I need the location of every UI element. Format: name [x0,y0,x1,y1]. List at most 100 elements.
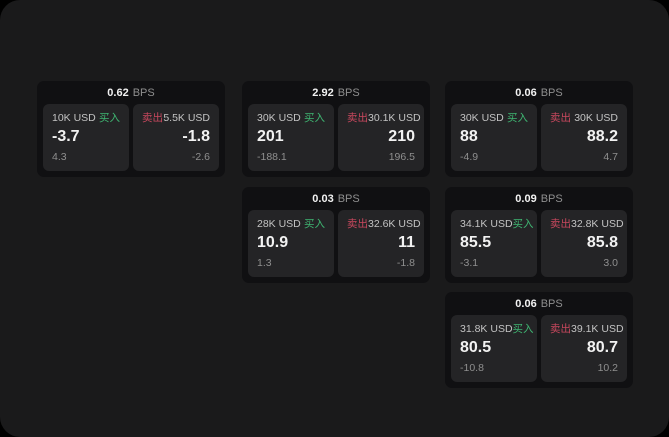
card-body: 28K USD 买入 10.9 1.3 卖出 32.6K USD 11 -1.8 [242,210,430,283]
sell-size: 32.8K USD [571,218,624,230]
sell-size: 5.5K USD [163,112,210,124]
sell-price: 80.7 [586,339,618,356]
quote-card: 0.09 BPS 34.1K USD 买入 85.5 -3.1 卖出 32.8K… [445,187,633,283]
sell-size: 30.1K USD [368,112,421,124]
buy-tag: 买入 [304,112,325,124]
spread-unit: BPS [337,192,360,205]
card-spread-header: 0.03 BPS [242,187,430,210]
sell-price: 210 [388,128,415,145]
buy-panel[interactable]: 28K USD 买入 10.9 1.3 [248,210,334,277]
quote-card: 0.06 BPS 30K USD 买入 88 -4.9 卖出 30K USD 8… [445,81,633,177]
sell-panel[interactable]: 卖出 30.1K USD 210 196.5 [338,104,424,171]
sell-delta: 10.2 [597,362,618,374]
spread-value: 2.92 [312,86,334,99]
card-body: 30K USD 买入 201 -188.1 卖出 30.1K USD 210 1… [242,104,430,177]
sell-tag: 卖出 [550,218,571,230]
quote-card: 2.92 BPS 30K USD 买入 201 -188.1 卖出 30.1K … [242,81,430,177]
spread-unit: BPS [540,86,563,99]
card-body: 10K USD 买入 -3.7 4.3 卖出 5.5K USD -1.8 -2.… [37,104,225,177]
buy-tag: 买入 [512,323,534,335]
spread-unit: BPS [337,86,360,99]
card-spread-header: 2.92 BPS [242,81,430,104]
spread-unit: BPS [132,86,155,99]
sell-tag: 卖出 [550,112,571,124]
quote-card: 0.03 BPS 28K USD 买入 10.9 1.3 卖出 32.6K US… [242,187,430,283]
sell-panel-top: 卖出 5.5K USD [142,112,210,124]
buy-panel[interactable]: 30K USD 买入 88 -4.9 [451,104,537,171]
buy-size: 30K USD [460,112,504,124]
sell-size: 30K USD [574,112,618,124]
buy-panel-top: 31.8K USD 买入 [460,323,534,335]
buy-delta: -4.9 [460,151,479,163]
sell-panel[interactable]: 卖出 32.6K USD 11 -1.8 [338,210,424,277]
sell-panel-top: 卖出 32.6K USD [347,218,421,230]
buy-delta: -10.8 [460,362,484,374]
buy-panel-top: 28K USD 买入 [257,218,325,230]
spread-unit: BPS [540,297,563,310]
spread-value: 0.06 [515,86,537,99]
card-body: 30K USD 买入 88 -4.9 卖出 30K USD 88.2 4.7 [445,104,633,177]
sell-panel[interactable]: 卖出 32.8K USD 85.8 3.0 [541,210,627,277]
sell-tag: 卖出 [347,218,368,230]
buy-delta: 4.3 [52,151,67,163]
buy-panel-top: 30K USD 买入 [257,112,325,124]
sell-price: -1.8 [182,128,210,145]
sell-tag: 卖出 [142,112,163,124]
buy-size: 30K USD [257,112,301,124]
spread-value: 0.03 [312,192,334,205]
buy-panel-top: 30K USD 买入 [460,112,528,124]
card-spread-header: 0.62 BPS [37,81,225,104]
buy-tag: 买入 [512,218,534,230]
buy-price: 80.5 [460,339,492,356]
buy-size: 34.1K USD [460,218,513,230]
card-body: 31.8K USD 买入 80.5 -10.8 卖出 39.1K USD 80.… [445,315,633,388]
sell-delta: 4.7 [603,151,618,163]
buy-price: 10.9 [257,234,289,251]
buy-price: 201 [257,128,284,145]
quote-card: 0.62 BPS 10K USD 买入 -3.7 4.3 卖出 5.5K USD… [37,81,225,177]
card-body: 34.1K USD 买入 85.5 -3.1 卖出 32.8K USD 85.8… [445,210,633,283]
sell-panel[interactable]: 卖出 5.5K USD -1.8 -2.6 [133,104,219,171]
buy-panel[interactable]: 10K USD 买入 -3.7 4.3 [43,104,129,171]
buy-size: 31.8K USD [460,323,513,335]
sell-size: 32.6K USD [368,218,421,230]
card-spread-header: 0.06 BPS [445,292,633,315]
buy-panel[interactable]: 31.8K USD 买入 80.5 -10.8 [451,315,537,382]
spread-value: 0.09 [515,192,537,205]
buy-price: 85.5 [460,234,492,251]
sell-price: 88.2 [586,128,618,145]
buy-price: 88 [460,128,478,145]
sell-tag: 卖出 [347,112,368,124]
buy-tag: 买入 [304,218,325,230]
buy-panel-top: 34.1K USD 买入 [460,218,534,230]
sell-size: 39.1K USD [571,323,624,335]
spread-value: 0.06 [515,297,537,310]
spread-value: 0.62 [107,86,129,99]
buy-panel[interactable]: 30K USD 买入 201 -188.1 [248,104,334,171]
sell-panel[interactable]: 卖出 30K USD 88.2 4.7 [541,104,627,171]
sell-delta: 196.5 [388,151,415,163]
buy-price: -3.7 [52,128,80,145]
sell-tag: 卖出 [550,323,571,335]
sell-panel[interactable]: 卖出 39.1K USD 80.7 10.2 [541,315,627,382]
card-spread-header: 0.09 BPS [445,187,633,210]
sell-panel-top: 卖出 39.1K USD [550,323,624,335]
buy-tag: 买入 [507,112,528,124]
buy-panel[interactable]: 34.1K USD 买入 85.5 -3.1 [451,210,537,277]
sell-panel-top: 卖出 30K USD [550,112,618,124]
buy-delta: -3.1 [460,257,479,269]
card-spread-header: 0.06 BPS [445,81,633,104]
buy-delta: 1.3 [257,257,272,269]
sell-delta: -2.6 [191,151,210,163]
sell-price: 11 [398,234,415,251]
buy-panel-top: 10K USD 买入 [52,112,120,124]
buy-size: 10K USD [52,112,96,124]
buy-delta: -188.1 [257,151,287,163]
sell-delta: 3.0 [603,257,618,269]
sell-panel-top: 卖出 32.8K USD [550,218,624,230]
buy-tag: 买入 [99,112,120,124]
sell-price: 85.8 [586,234,618,251]
quote-card: 0.06 BPS 31.8K USD 买入 80.5 -10.8 卖出 39.1… [445,292,633,388]
spread-unit: BPS [540,192,563,205]
